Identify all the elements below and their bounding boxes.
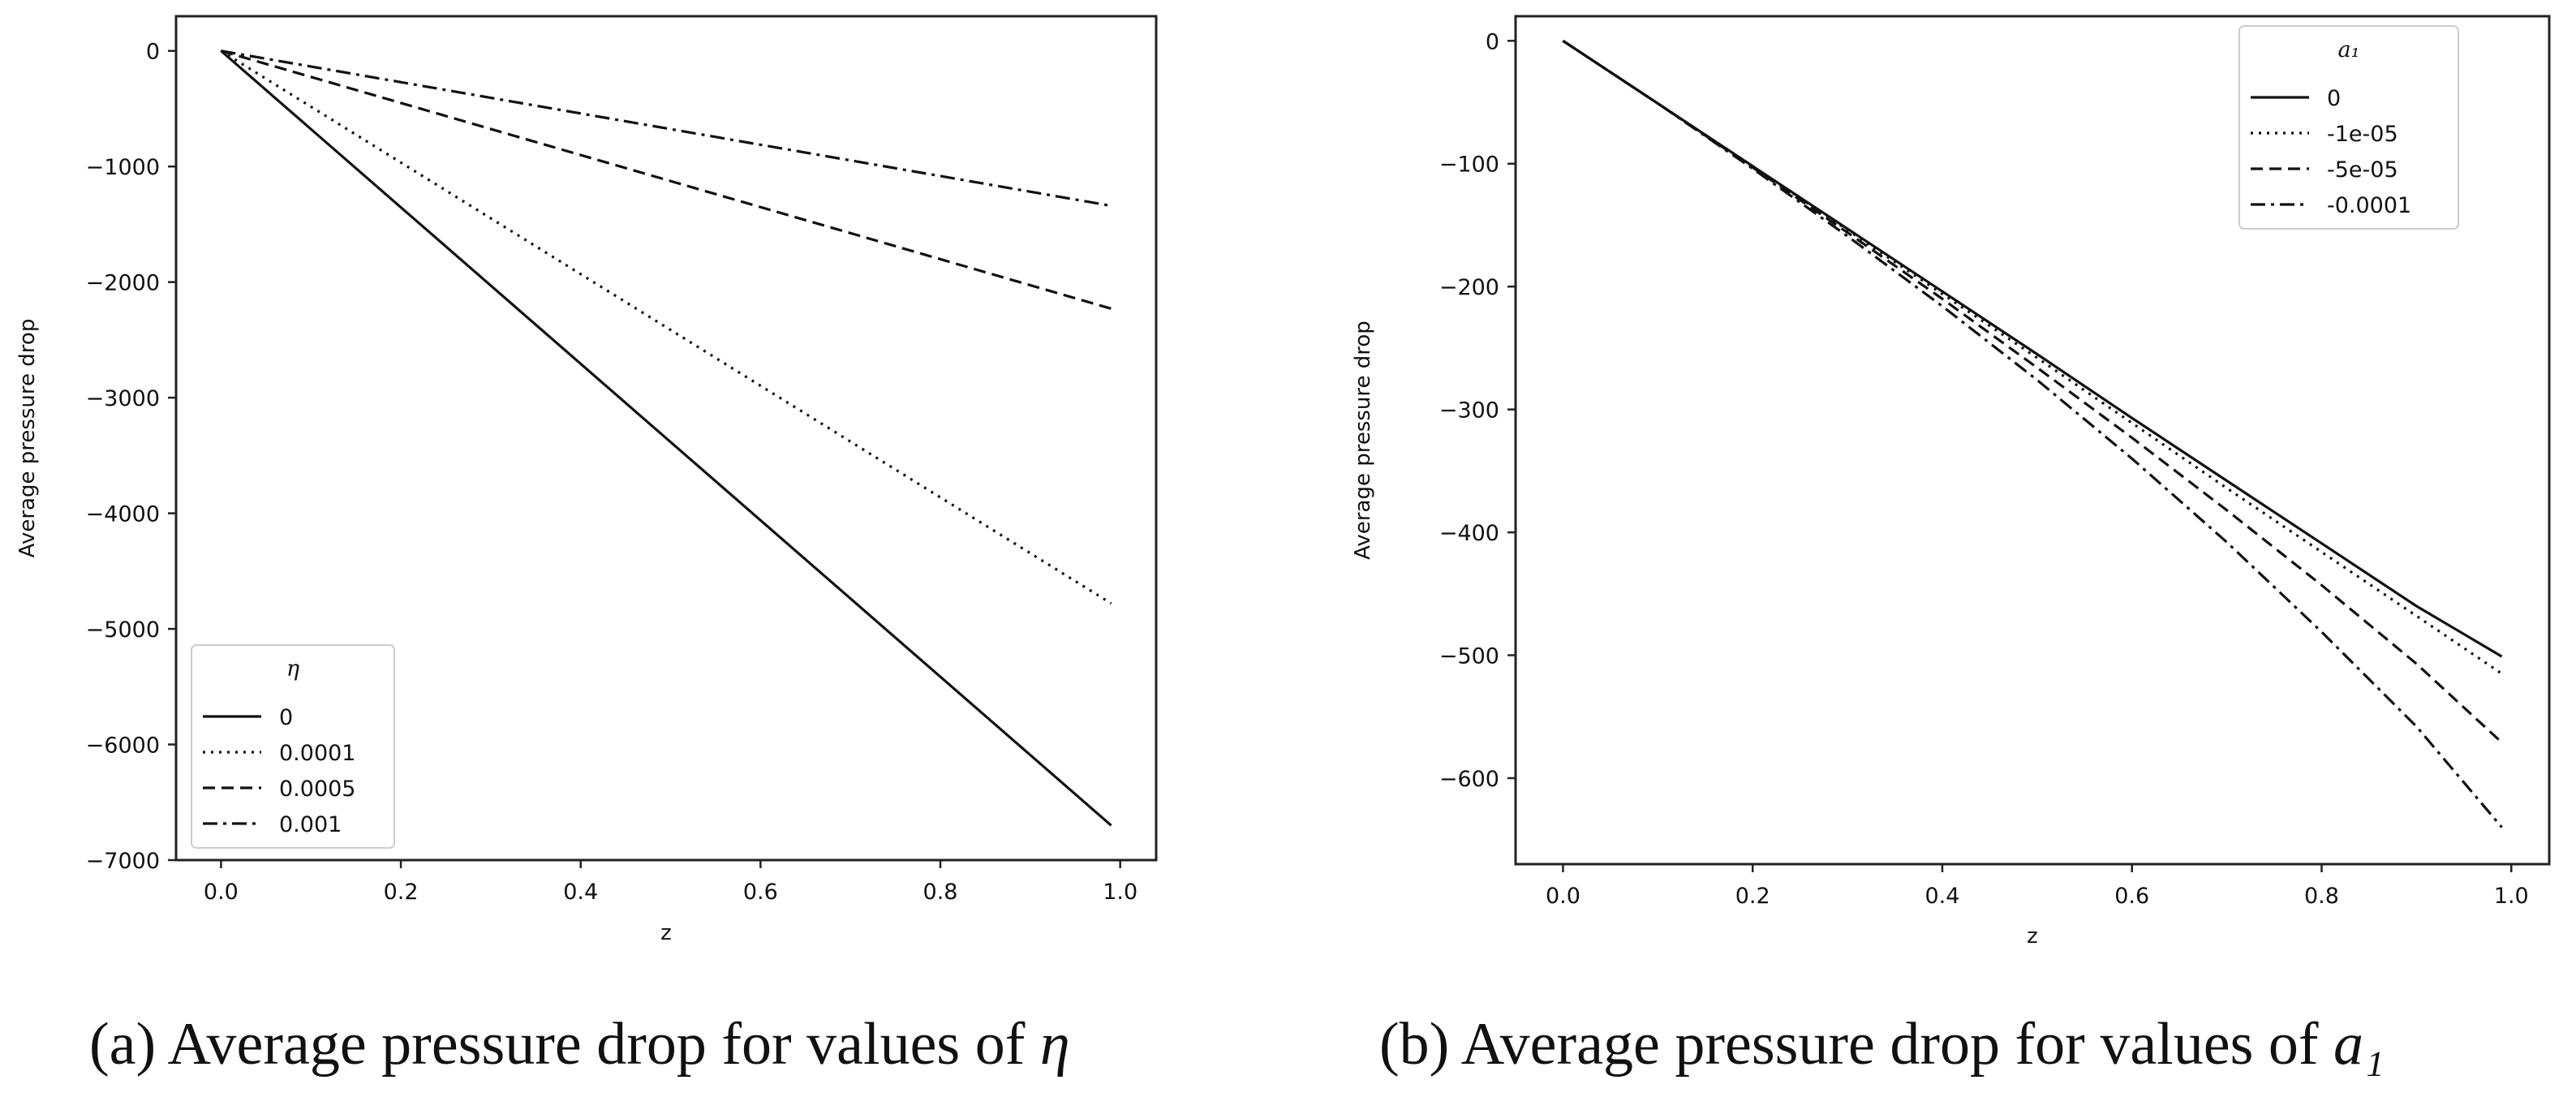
chart-panel-b: 0.0 0.2 0.4 0.6 0.8 1.0 0 −100 −200 −300 −400 −500 −… xyxy=(1351,15,2551,949)
x-tick-label-b-3: 0.6 xyxy=(2114,884,2149,909)
x-tick-label-b-5: 1.0 xyxy=(2494,884,2529,909)
y-tick-label-a-6: −6000 xyxy=(86,734,160,759)
series-line-b-2 xyxy=(1562,39,2503,744)
caption-panel-b: (b) Average pressure drop for values of … xyxy=(1379,1014,2385,1074)
y-tick-label-a-2: −2000 xyxy=(86,271,160,296)
legend-label-a-0: 0 xyxy=(279,705,293,730)
y-tick-label-a-7: −7000 xyxy=(86,849,160,874)
series-line-a-1 xyxy=(220,49,1112,605)
legend-box-b xyxy=(2238,25,2459,230)
caption-text-a: (a) Average pressure drop for values of xyxy=(89,1011,1026,1078)
x-axis-label-a: z xyxy=(660,921,672,945)
plot-frame-a xyxy=(174,15,1158,862)
x-tick-label-a-2: 0.4 xyxy=(563,880,598,905)
y-axis-label-a: Average pressure drop xyxy=(15,319,40,558)
x-tick-label-a-5: 1.0 xyxy=(1103,880,1137,905)
y-tick-label-b-1: −100 xyxy=(1439,153,1499,178)
y-tick-label-b-6: −600 xyxy=(1439,767,1499,792)
caption-text-b: (b) Average pressure drop for values of xyxy=(1379,1011,2319,1078)
y-tick-label-a-0: 0 xyxy=(146,40,160,65)
y-tick-label-b-0: 0 xyxy=(1486,29,1499,54)
legend-label-a-1: 0.0001 xyxy=(279,741,355,766)
legend-label-b-3: -0.0001 xyxy=(2327,193,2411,218)
plot-frame-b xyxy=(1514,15,2551,866)
y-tick-label-a-3: −3000 xyxy=(86,386,160,411)
y-tick-label-b-4: −400 xyxy=(1439,521,1499,546)
legend-box-a xyxy=(191,644,395,849)
x-tick-label-b-2: 0.4 xyxy=(1924,884,1959,909)
legend-title-a: η xyxy=(286,656,299,682)
y-tick-label-b-3: −300 xyxy=(1439,398,1499,424)
x-tick-label-b-4: 0.8 xyxy=(2304,884,2339,909)
series-line-a-2 xyxy=(220,49,1112,310)
legend-label-a-2: 0.0005 xyxy=(279,777,355,802)
caption-symbol-a: η xyxy=(1039,1011,1070,1078)
legend-label-b-1: -1e-05 xyxy=(2327,122,2398,147)
y-tick-label-a-1: −1000 xyxy=(86,155,160,180)
x-tick-label-a-4: 0.8 xyxy=(923,880,958,905)
legend-title-b: a₁ xyxy=(2338,37,2360,62)
x-tick-label-b-0: 0.0 xyxy=(1546,884,1580,909)
chart-panel-a: 0.0 0.2 0.4 0.6 0.8 1.0 0 −1000 −2000 −3000 −4000 −… xyxy=(15,15,1158,945)
y-tick-label-a-4: −4000 xyxy=(86,502,160,527)
x-axis-label-b: z xyxy=(2027,924,2038,949)
legend-label-b-2: -5e-05 xyxy=(2327,157,2398,183)
x-tick-label-a-0: 0.0 xyxy=(204,880,239,905)
legend-label-a-3: 0.001 xyxy=(279,812,342,837)
legend-label-b-0: 0 xyxy=(2327,86,2341,111)
y-axis-label-b: Average pressure drop xyxy=(1351,321,1375,560)
series-line-b-1 xyxy=(1562,39,2503,675)
y-tick-label-a-5: −5000 xyxy=(86,617,160,643)
series-line-a-0 xyxy=(220,49,1112,827)
x-tick-label-a-3: 0.6 xyxy=(743,880,778,905)
y-tick-label-b-5: −500 xyxy=(1439,644,1499,669)
y-tick-label-b-2: −200 xyxy=(1439,275,1499,300)
x-tick-label-b-1: 0.2 xyxy=(1735,884,1770,909)
series-line-a-3 xyxy=(221,49,1112,208)
caption-panel-a: (a) Average pressure drop for values of … xyxy=(89,1014,1070,1074)
x-tick-label-a-1: 0.2 xyxy=(384,880,419,905)
caption-symbol-b: a₁ xyxy=(2333,1011,2385,1078)
